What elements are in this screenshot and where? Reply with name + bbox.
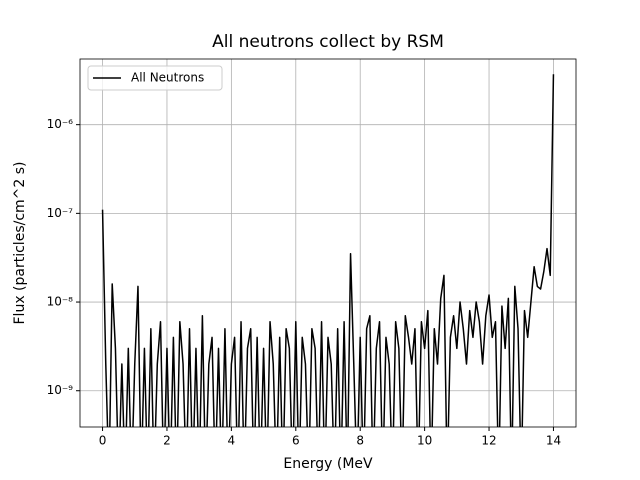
chart-title: All neutrons collect by RSM [212, 32, 444, 52]
x-tick-label: 4 [228, 434, 236, 448]
x-tick-label: 6 [292, 434, 300, 448]
x-tick-label: 8 [356, 434, 364, 448]
x-tick-label: 10 [417, 434, 432, 448]
plot-area [101, 74, 555, 427]
x-tick-label: 2 [163, 434, 171, 448]
y-tick-label: 10⁻⁸ [47, 295, 74, 309]
x-tick-label: 0 [99, 434, 107, 448]
axes-frame [79, 58, 577, 428]
x-tick-label: 14 [546, 434, 561, 448]
legend-box [87, 65, 223, 91]
y-tick-label: 10⁻⁷ [47, 206, 74, 220]
data-line [101, 74, 555, 427]
y-axis-label: Flux (particles/cm^2 s) [12, 161, 28, 324]
y-tick-label: 10⁻⁹ [47, 383, 74, 397]
x-axis-label: Energy (MeV [283, 456, 373, 472]
legend-label: All Neutrons [131, 71, 204, 85]
x-tick-label: 12 [481, 434, 496, 448]
y-tick-label: 10⁻⁶ [47, 117, 74, 131]
